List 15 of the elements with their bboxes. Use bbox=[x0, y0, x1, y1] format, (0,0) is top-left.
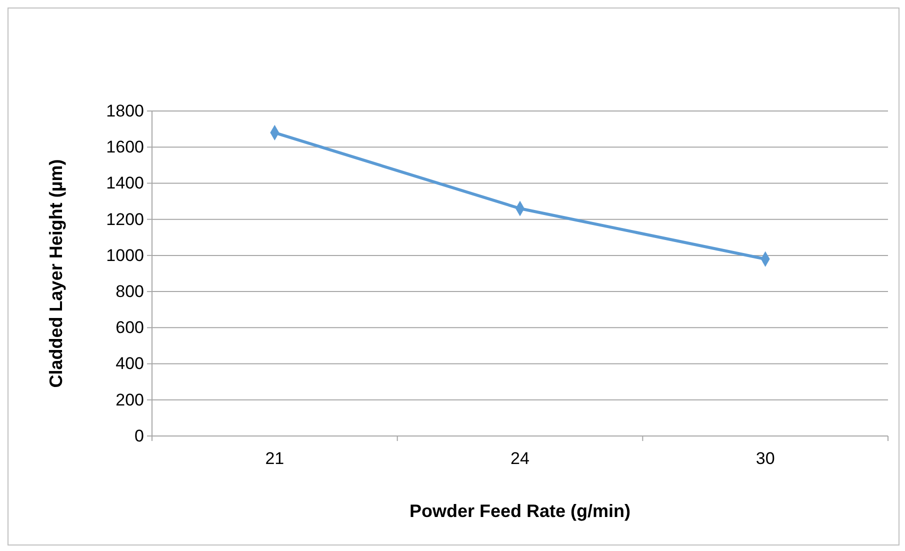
y-tick-label: 600 bbox=[116, 318, 144, 338]
x-tick-label: 30 bbox=[756, 449, 775, 468]
y-tick-label: 1000 bbox=[106, 246, 144, 265]
y-tick-label: 200 bbox=[116, 390, 144, 410]
y-tick-label: 400 bbox=[116, 354, 144, 374]
y-tick-label: 1800 bbox=[106, 101, 144, 120]
x-tick-label: 24 bbox=[510, 449, 530, 468]
x-axis-title: Powder Feed Rate (g/min) bbox=[409, 501, 631, 521]
y-tick-label: 800 bbox=[116, 282, 144, 301]
y-tick-label: 1200 bbox=[106, 210, 144, 229]
y-tick-label: 1600 bbox=[106, 138, 144, 157]
y-axis-title: Cladded Layer Height (µm) bbox=[46, 159, 66, 388]
y-tick-label: 1400 bbox=[106, 174, 144, 193]
x-tick-label: 21 bbox=[265, 449, 284, 468]
y-tick-label: 0 bbox=[134, 426, 144, 446]
